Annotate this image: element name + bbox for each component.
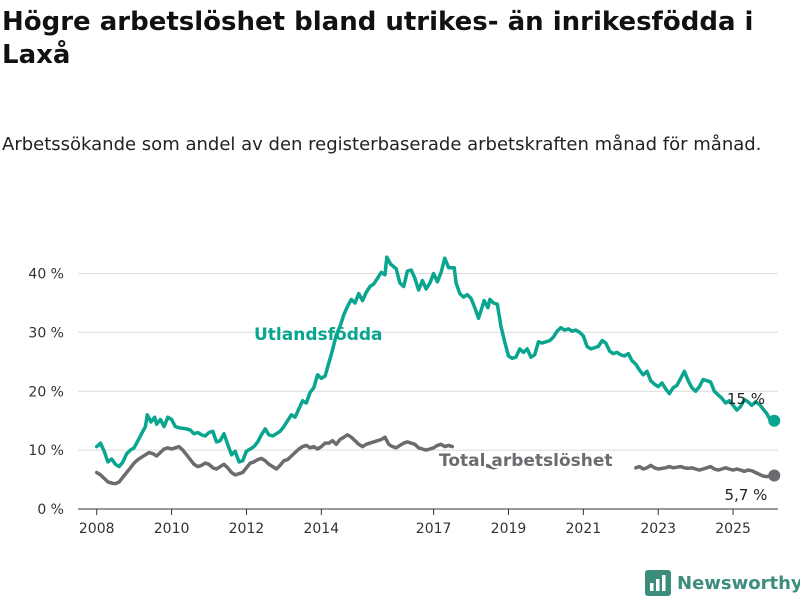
- series-label-total: Total arbetslöshet: [439, 451, 613, 471]
- end-value-label-total: 5,7 %: [725, 486, 768, 504]
- series-line-total: [484, 463, 500, 470]
- chart-title: Högre arbetslöshet bland utrikes- än inr…: [2, 7, 754, 70]
- series-label-utlandsfodda: Utlandsfödda: [254, 325, 383, 345]
- y-tick-label: 20 %: [28, 384, 64, 400]
- series-line-utlandsfodda-end-marker: [768, 414, 781, 427]
- x-tick-label: 2021: [566, 521, 602, 537]
- y-tick-label: 40 %: [28, 267, 64, 283]
- x-tick-label: 2017: [416, 521, 452, 537]
- chart-subtitle: Arbetssökande som andel av den registerb…: [2, 134, 762, 155]
- x-tick-label: 2023: [640, 521, 676, 537]
- series-line-total: [94, 433, 455, 486]
- series-line-total: [634, 463, 777, 479]
- x-tick-label: 2012: [229, 521, 265, 537]
- x-tick-label: 2008: [79, 521, 115, 537]
- y-tick-label: 0 %: [37, 502, 64, 518]
- series-line-total-end-marker: [768, 469, 781, 482]
- brand-logo: Newsworthy: [645, 570, 800, 596]
- x-tick-label: 2019: [491, 521, 527, 537]
- brand-name: Newsworthy: [677, 572, 800, 594]
- x-tick-label: 2025: [715, 521, 751, 537]
- x-tick-label: 2014: [303, 521, 339, 537]
- y-tick-label: 30 %: [28, 325, 64, 341]
- y-tick-label: 10 %: [28, 443, 64, 459]
- end-value-label-utlandsfodda: 15 %: [727, 390, 765, 408]
- bar-chart-logo-icon: [645, 570, 671, 596]
- series-line-utlandsfodda: [94, 255, 777, 469]
- x-tick-label: 2010: [154, 521, 190, 537]
